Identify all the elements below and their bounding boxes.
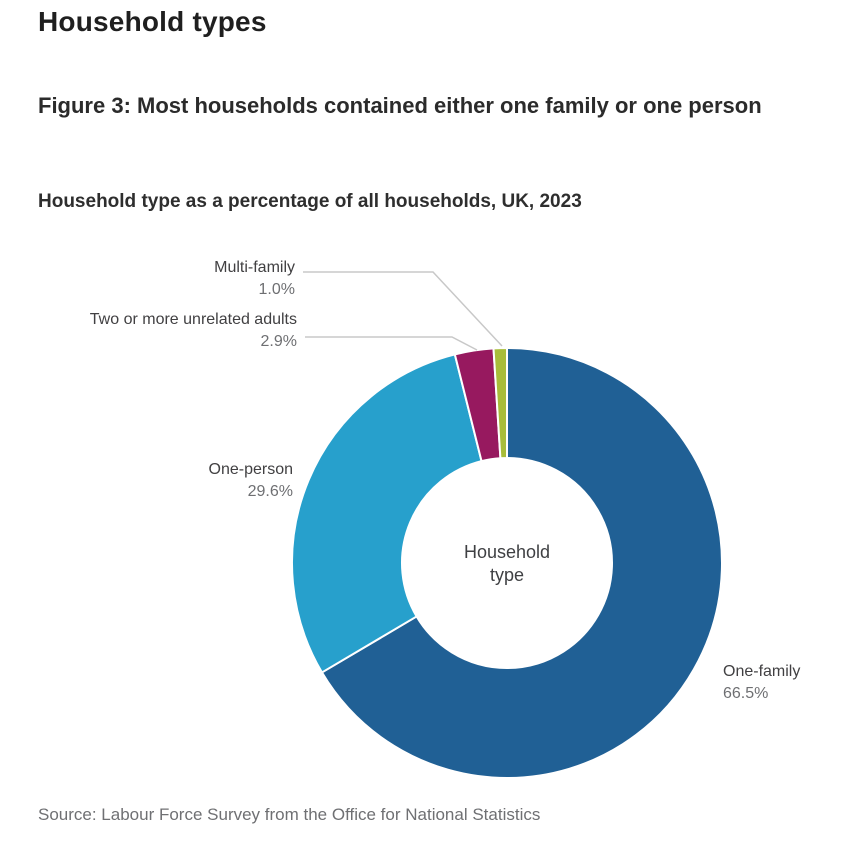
callout-one-person: One-person 29.6%	[209, 459, 294, 503]
slice-percent: 2.9%	[260, 333, 297, 350]
donut-center-label: Household type	[463, 542, 551, 585]
donut-slice-one-person	[291, 353, 483, 674]
source-line: Source: Labour Force Survey from the Off…	[38, 805, 541, 824]
donut-slice-one-family	[320, 346, 723, 779]
chart-subtitle: Household type as a percentage of all ho…	[38, 191, 582, 212]
page-title: Household types	[38, 6, 267, 37]
slice-label: One-family	[723, 663, 801, 680]
slice-percent: 66.5%	[723, 685, 769, 702]
slice-label: Two or more unrelated adults	[89, 311, 297, 328]
slice-label: Multi-family	[214, 259, 295, 276]
donut-slices	[291, 346, 723, 779]
donut-slice-multi-family	[492, 346, 508, 460]
leader-line-two-or-more	[305, 336, 478, 351]
slice-percent: 1.0%	[258, 281, 295, 298]
callout-one-family: One-family 66.5%	[723, 661, 800, 705]
callout-two-or-more-unrelated-adults: Two or more unrelated adults 2.9%	[82, 309, 297, 353]
callout-multi-family: Multi-family 1.0%	[214, 257, 295, 301]
figure-title: Figure 3: Most households contained eith…	[38, 93, 762, 118]
leader-line-multi-family	[303, 271, 503, 347]
leader-lines	[303, 271, 503, 351]
slice-percent: 29.6%	[247, 483, 293, 500]
slice-label: One-person	[208, 461, 294, 478]
